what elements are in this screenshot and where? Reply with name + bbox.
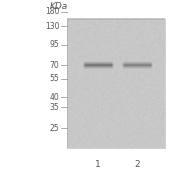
Text: 130: 130 [45,22,59,31]
Text: 40: 40 [50,93,59,102]
Text: 25: 25 [50,124,59,133]
Text: 1: 1 [95,160,101,169]
Text: 180: 180 [45,7,59,16]
Text: 95: 95 [50,40,59,49]
Text: 70: 70 [50,61,59,70]
Text: 55: 55 [50,74,59,83]
Text: KDa: KDa [49,2,68,11]
Bar [67,19,165,148]
Text: 2: 2 [134,160,140,169]
Text: 35: 35 [50,103,59,112]
